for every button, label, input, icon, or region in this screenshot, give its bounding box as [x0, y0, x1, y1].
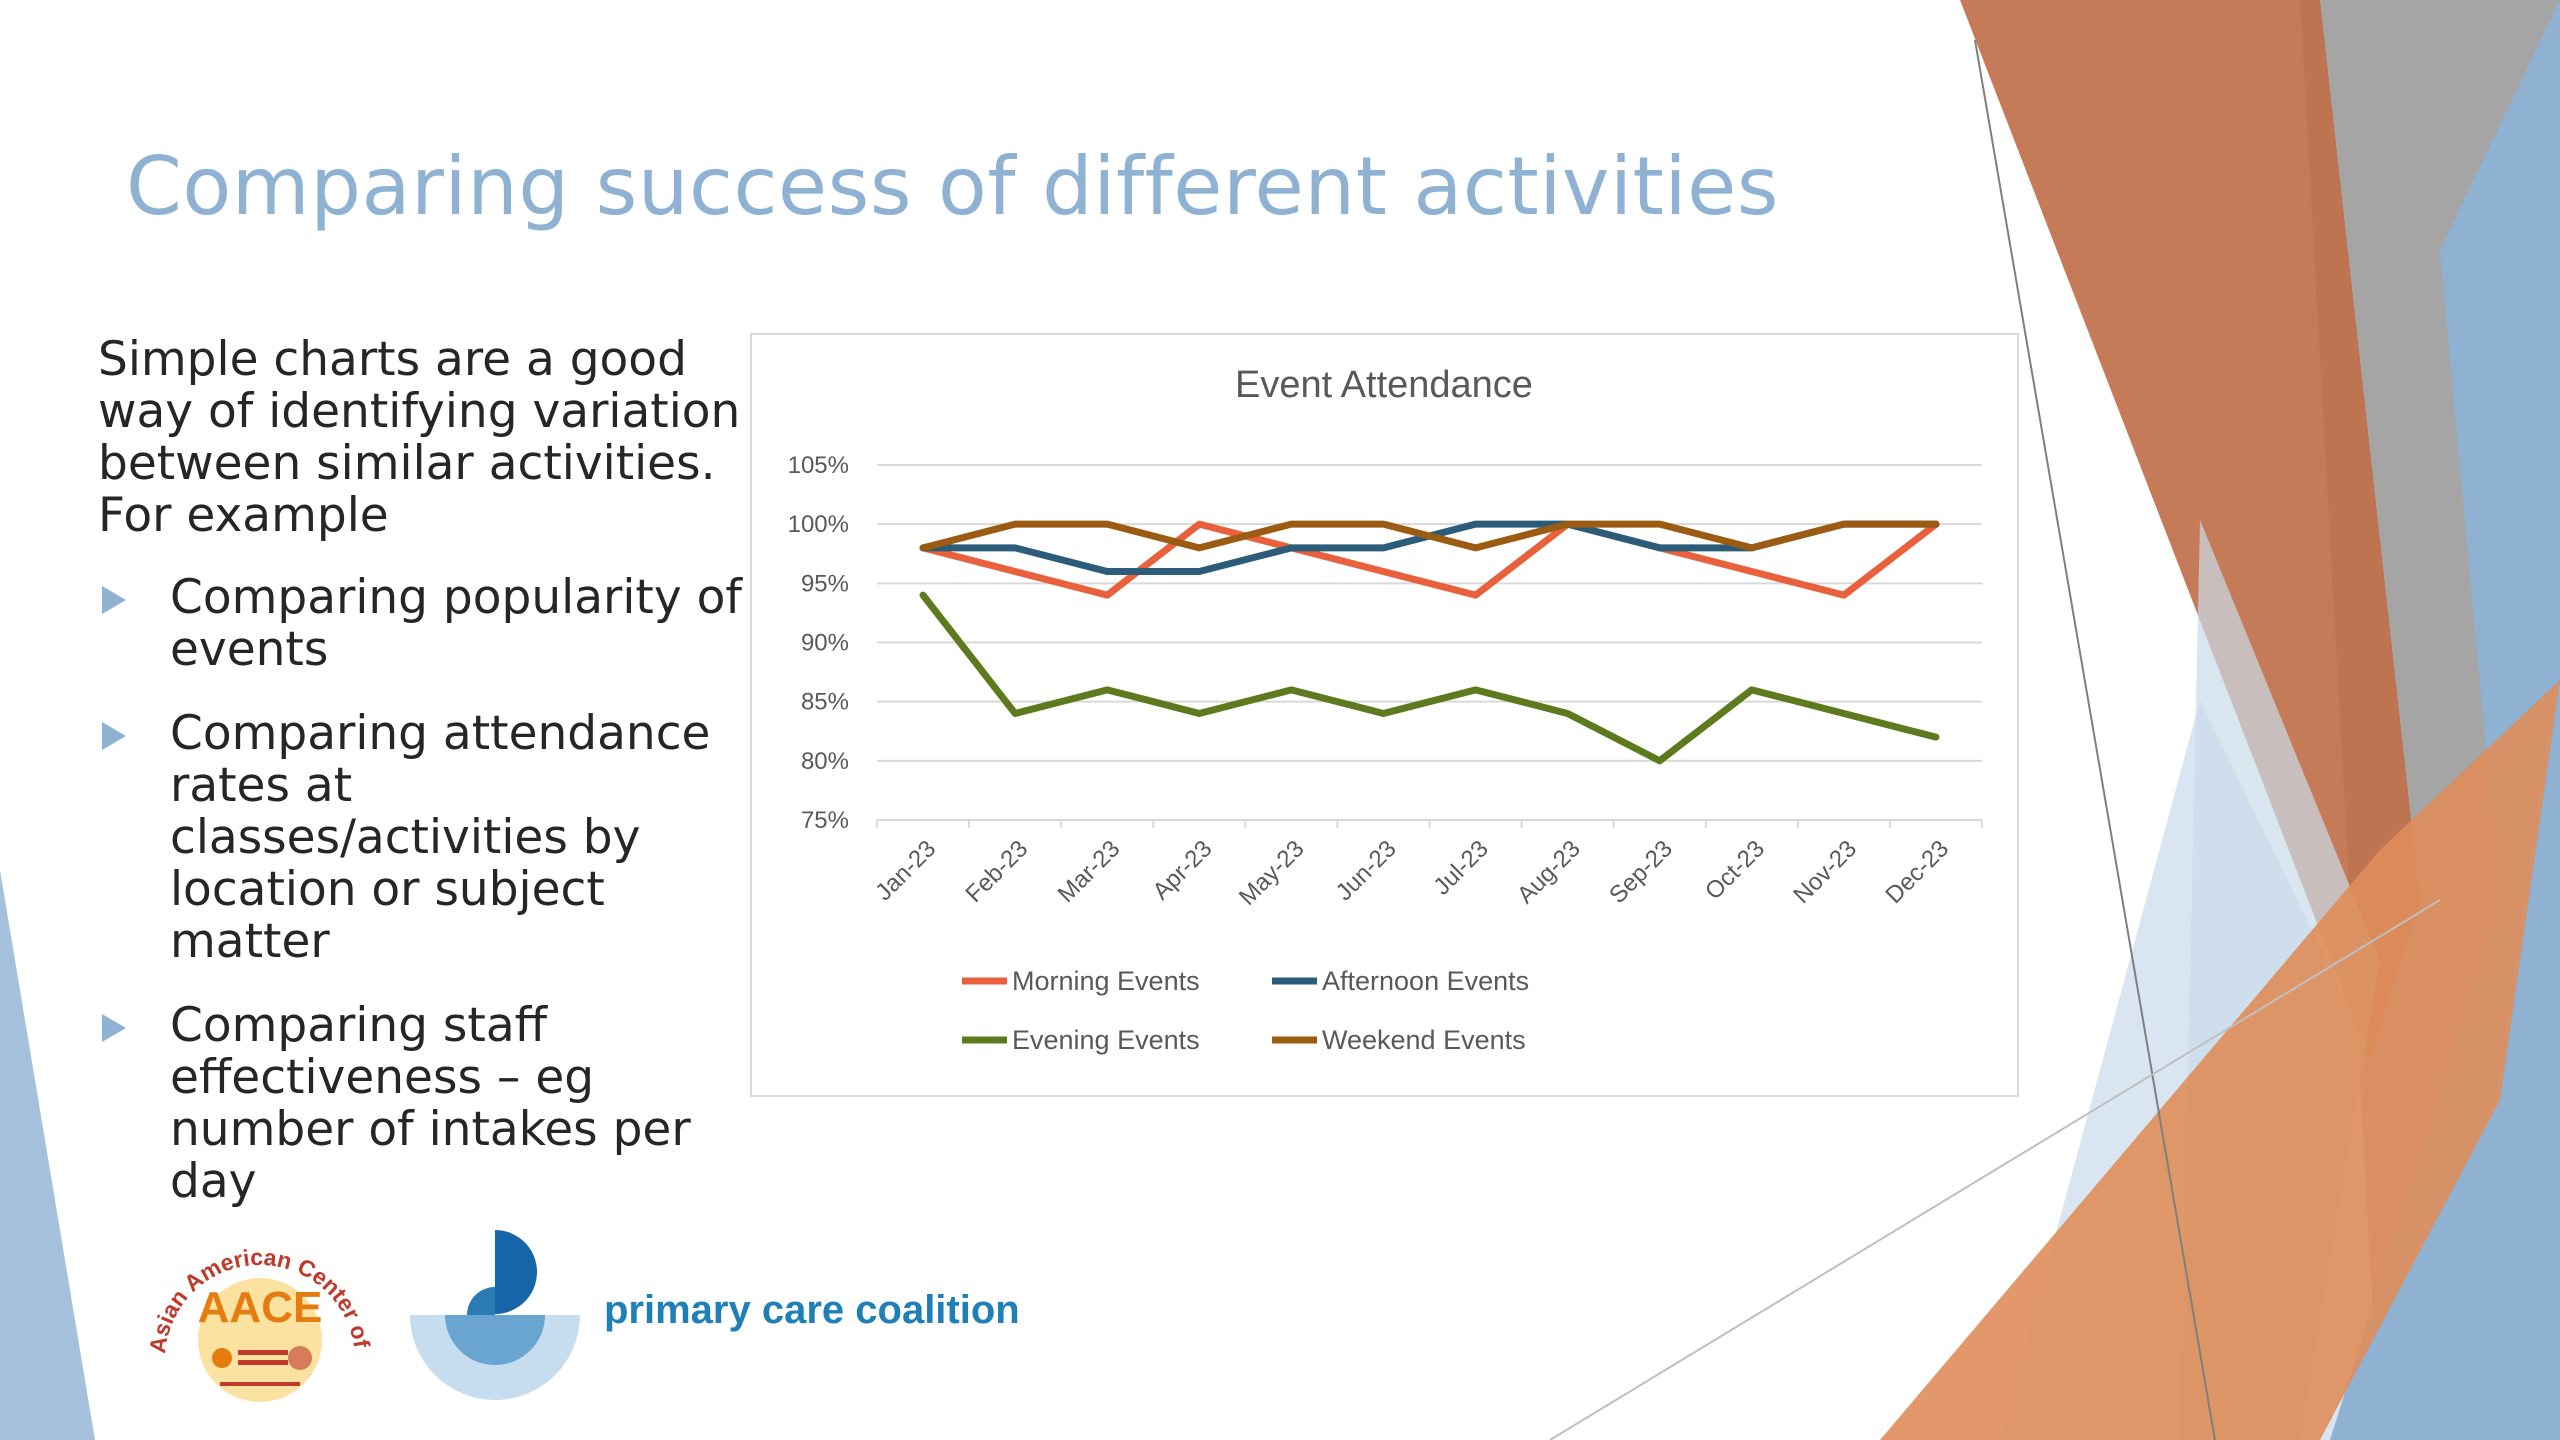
bullet-item: Comparing popularity of events — [98, 572, 758, 676]
y-tick-label: 95% — [801, 570, 849, 597]
y-tick-label: 90% — [801, 630, 849, 657]
aace-logo: Asian American Center of Excellence AACE — [140, 1210, 376, 1402]
x-tick-label: Sep-23 — [1604, 835, 1678, 909]
bullet-text: Comparing staff effectiveness – eg numbe… — [170, 998, 691, 1209]
x-tick-label: May-23 — [1234, 835, 1310, 911]
x-tick-label: Aug-23 — [1512, 835, 1586, 909]
pcc-logo-mark — [410, 1230, 580, 1400]
aace-acronym: AACE — [198, 1283, 323, 1332]
bullet-text: Comparing attendance rates at classes/ac… — [170, 706, 711, 969]
legend-label[interactable]: Afternoon Events — [1322, 966, 1529, 996]
x-axis-ticks: Jan-23 Feb-23 Mar-23 Apr-23 May-23 Jun-23 Jul-… — [870, 820, 1983, 911]
aace-emblem-right — [288, 1346, 312, 1370]
event-attendance-chart: Event Attendance 75% 80% 85% 90% 95% 100% 105%… — [788, 364, 1983, 1055]
series-line-afternoon-events[interactable] — [919, 520, 1940, 575]
legend-label[interactable]: Weekend Events — [1322, 1025, 1526, 1055]
pcc-mark-mid — [445, 1315, 545, 1365]
chart-legend: Morning Events Afternoon Events Evening Ev… — [962, 966, 1529, 1055]
aace-tagline-line — [220, 1382, 300, 1386]
chart-container[interactable]: Event Attendance 75% 80% 85% 90% 95% 100% 105%… — [750, 333, 2019, 1097]
right-orange-bottom-shape — [1880, 680, 2560, 1440]
bullet-arrow-icon — [102, 1014, 126, 1042]
bullet-item: Comparing attendance rates at classes/ac… — [98, 708, 758, 968]
pcc-logo-text: primary care coalition — [604, 1288, 1020, 1332]
y-tick-label: 75% — [801, 807, 849, 834]
y-tick-label: 80% — [801, 748, 849, 775]
y-tick-label: 85% — [801, 689, 849, 716]
bullet-list: Comparing popularity of events Comparing… — [98, 572, 758, 1240]
x-tick-label: Jul-23 — [1428, 835, 1493, 900]
aace-small-text-line — [238, 1360, 288, 1365]
x-tick-label: Mar-23 — [1053, 835, 1126, 908]
y-axis-ticks: 75% 80% 85% 90% 95% 100% 105% — [788, 452, 849, 834]
aace-small-text-line — [238, 1350, 288, 1355]
decor-line-2 — [1549, 899, 2441, 1440]
chart-gridlines — [877, 464, 1982, 821]
bullet-text: Comparing popularity of events — [170, 570, 742, 677]
x-tick-label: Feb-23 — [961, 835, 1034, 908]
left-edge-blue-shape — [0, 870, 95, 1440]
bullet-item: Comparing staff effectiveness – eg numbe… — [98, 1000, 758, 1208]
slide-title: Comparing success of different activitie… — [126, 140, 1780, 233]
y-tick-label: 100% — [788, 511, 849, 538]
chart-series — [919, 520, 1940, 765]
series-line-morning-events[interactable] — [919, 520, 1940, 599]
aace-logo-disc — [198, 1278, 322, 1402]
decor-line-1 — [1974, 39, 2216, 1440]
x-tick-label: Jan-23 — [870, 835, 941, 906]
x-tick-label: Jun-23 — [1331, 835, 1402, 906]
series-line-evening-events[interactable] — [919, 591, 1940, 765]
pcc-mark-top — [495, 1230, 537, 1314]
legend-label[interactable]: Evening Events — [1012, 1025, 1200, 1055]
x-tick-label: Apr-23 — [1147, 835, 1217, 905]
legend-label[interactable]: Morning Events — [1012, 966, 1200, 996]
bullet-arrow-icon — [102, 586, 126, 614]
x-tick-label: Dec-23 — [1880, 835, 1954, 909]
aace-emblem-left — [212, 1348, 232, 1368]
x-tick-label: Nov-23 — [1788, 835, 1862, 909]
chart-title: Event Attendance — [1235, 364, 1533, 406]
intro-paragraph: Simple charts are a good way of identify… — [98, 332, 741, 543]
y-tick-label: 105% — [788, 452, 849, 479]
bullet-arrow-icon — [102, 722, 126, 750]
series-line-weekend-events[interactable] — [919, 520, 1940, 552]
pcc-mark-inner — [467, 1287, 495, 1315]
x-tick-label: Oct-23 — [1700, 835, 1770, 905]
